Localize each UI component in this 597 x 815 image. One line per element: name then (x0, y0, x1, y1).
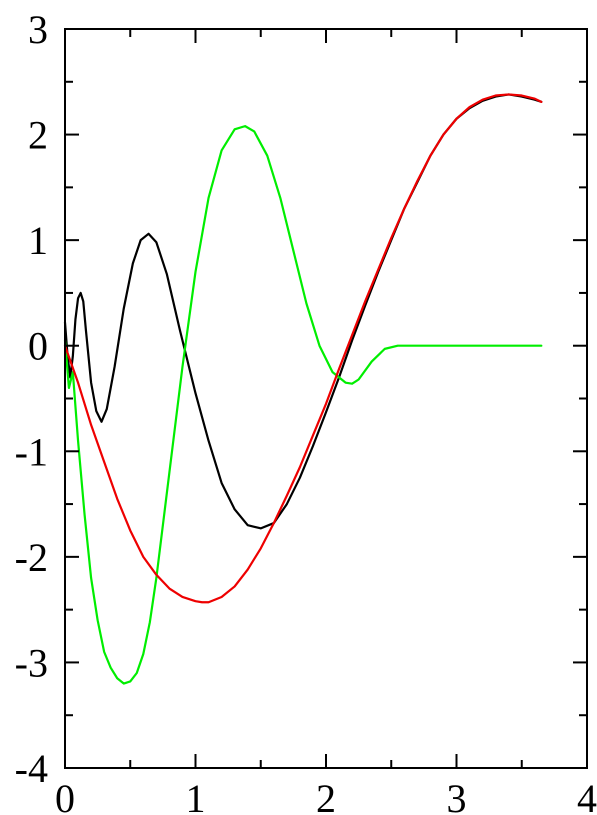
y-tick-label: 1 (28, 218, 48, 263)
y-tick-label: -2 (15, 535, 48, 580)
label-layer: 0 1 2 3 4 3 2 1 0 -1 -2 -3 -4 (15, 7, 597, 815)
x-tick-label: 1 (186, 776, 206, 815)
series-line-2 (63, 125, 543, 685)
series-line-1 (63, 93, 543, 530)
y-tick-label: 2 (28, 113, 48, 158)
y-tick-label: -1 (15, 429, 48, 474)
x-tick-label: 2 (316, 776, 336, 815)
y-tick-label: -3 (15, 640, 48, 685)
x-tick-label: 0 (55, 776, 75, 815)
y-tick-label: 0 (28, 324, 48, 369)
x-tick-label: 3 (447, 776, 467, 815)
y-tick-label: 3 (28, 7, 48, 52)
x-tick-label: 4 (577, 776, 597, 815)
y-tick-label: -4 (15, 746, 48, 791)
tick-layer (64, 28, 588, 769)
series-line-3 (63, 93, 543, 604)
series-layer (63, 93, 543, 685)
